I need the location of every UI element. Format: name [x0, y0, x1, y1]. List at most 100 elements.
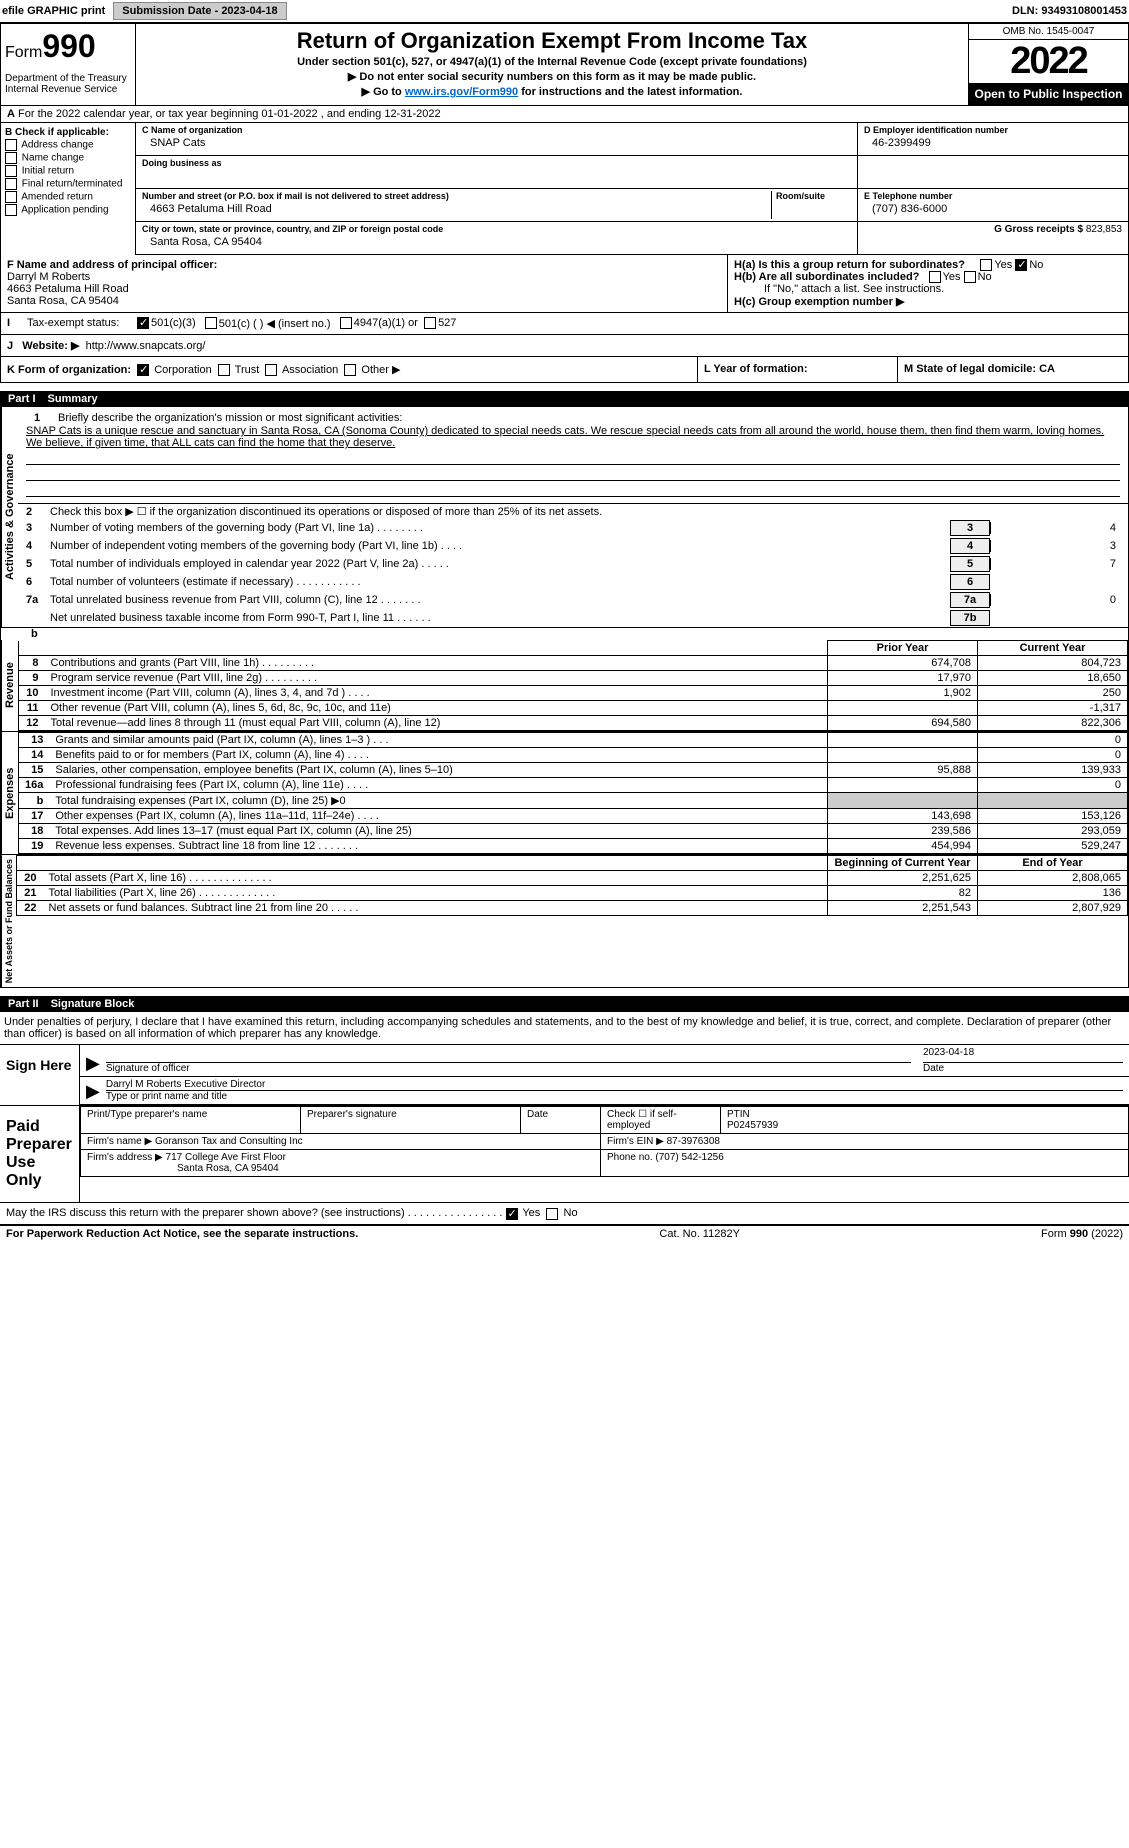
- app-pending-checkbox[interactable]: [5, 204, 17, 216]
- firm-name: Goranson Tax and Consulting Inc: [155, 1136, 303, 1147]
- sign-here-block: Sign Here ▶ Signature of officer 2023-04…: [0, 1045, 1129, 1106]
- dln-label: DLN: 93493108001453: [1012, 5, 1127, 17]
- tax-year: 2022: [969, 40, 1128, 83]
- table-row: 20Total assets (Part X, line 16) . . . .…: [17, 871, 1128, 886]
- arrow-icon: ▶: [86, 1081, 100, 1102]
- side-expenses: Expenses: [1, 732, 18, 854]
- mission-text: SNAP Cats is a unique rescue and sanctua…: [26, 425, 1120, 449]
- table-row: 22Net assets or fund balances. Subtract …: [17, 901, 1128, 916]
- table-row: 15Salaries, other compensation, employee…: [19, 763, 1128, 778]
- final-return-checkbox[interactable]: [5, 178, 17, 190]
- discuss-yes-checkbox[interactable]: [506, 1208, 518, 1220]
- row-j: J Website: ▶ http://www.snapcats.org/: [0, 335, 1129, 357]
- officer-name: Darryl M Roberts: [7, 271, 721, 283]
- form-header: Form990 Department of the Treasury Inter…: [0, 23, 1129, 106]
- ein-value: 46-2399499: [864, 135, 1122, 153]
- 527-checkbox[interactable]: [424, 317, 436, 329]
- top-bar: efile GRAPHIC print Submission Date - 20…: [0, 0, 1129, 23]
- row-a: A For the 2022 calendar year, or tax yea…: [0, 106, 1129, 123]
- sig-date: 2023-04-18: [923, 1047, 1123, 1063]
- table-row: 21Total liabilities (Part X, line 26) . …: [17, 886, 1128, 901]
- table-row: bTotal fundraising expenses (Part IX, co…: [19, 793, 1128, 809]
- table-row: 10Investment income (Part VIII, column (…: [19, 686, 1128, 701]
- discuss-row: May the IRS discuss this return with the…: [0, 1203, 1129, 1224]
- header-right: OMB No. 1545-0047 2022 Open to Public In…: [968, 24, 1128, 105]
- phone-value: (707) 836-6000: [864, 201, 1122, 219]
- 501c3-checkbox[interactable]: [137, 317, 149, 329]
- initial-return-checkbox[interactable]: [5, 165, 17, 177]
- ptin-value: P02457939: [727, 1120, 1122, 1131]
- info-block: B Check if applicable: Address change Na…: [0, 123, 1129, 255]
- irs-link[interactable]: www.irs.gov/Form990: [405, 86, 518, 98]
- gov-row: 4Number of independent voting members of…: [18, 537, 1128, 555]
- form-number: 990: [42, 28, 95, 64]
- header-left: Form990 Department of the Treasury Inter…: [1, 24, 136, 105]
- assoc-checkbox[interactable]: [265, 364, 277, 376]
- form-word: Form: [5, 44, 42, 61]
- amended-return-checkbox[interactable]: [5, 191, 17, 203]
- side-netassets: Net Assets or Fund Balances: [1, 855, 16, 987]
- org-name: SNAP Cats: [142, 135, 851, 153]
- table-row: 8Contributions and grants (Part VIII, li…: [19, 656, 1128, 671]
- table-row: 12Total revenue—add lines 8 through 11 (…: [19, 716, 1128, 731]
- gov-row: 6Total number of volunteers (estimate if…: [18, 573, 1128, 591]
- ha-yes-checkbox[interactable]: [980, 259, 992, 271]
- table-row: 17Other expenses (Part IX, column (A), l…: [19, 809, 1128, 824]
- open-to-public: Open to Public Inspection: [969, 83, 1128, 105]
- form-subtitle: Under section 501(c), 527, or 4947(a)(1)…: [144, 56, 960, 68]
- col-b-checkboxes: B Check if applicable: Address change Na…: [1, 123, 136, 255]
- part1-revenue: Revenue Prior YearCurrent Year 8Contribu…: [0, 640, 1129, 732]
- table-row: 13Grants and similar amounts paid (Part …: [19, 733, 1128, 748]
- part1-expenses: Expenses 13Grants and similar amounts pa…: [0, 732, 1129, 855]
- side-activities: Activities & Governance: [1, 407, 18, 627]
- table-row: 9Program service revenue (Part VIII, lin…: [19, 671, 1128, 686]
- form-note-1: ▶ Do not enter social security numbers o…: [144, 70, 960, 83]
- col-cd: C Name of organization SNAP Cats D Emplo…: [136, 123, 1128, 255]
- hb-yes-checkbox[interactable]: [929, 271, 941, 283]
- dept-label: Department of the Treasury Internal Reve…: [5, 65, 131, 95]
- addr-change-checkbox[interactable]: [5, 139, 17, 151]
- ha-no-checkbox[interactable]: [1015, 259, 1027, 271]
- row-klm: K Form of organization: Corporation Trus…: [0, 357, 1129, 383]
- part-2-header: Part II Signature Block: [0, 996, 1129, 1012]
- discuss-no-checkbox[interactable]: [546, 1208, 558, 1220]
- omb-number: OMB No. 1545-0047: [969, 24, 1128, 40]
- gross-receipts: 823,853: [1086, 224, 1122, 235]
- arrow-icon: ▶: [86, 1053, 100, 1074]
- gov-row: Net unrelated business taxable income fr…: [18, 609, 1128, 627]
- 501c-checkbox[interactable]: [205, 317, 217, 329]
- street-address: 4663 Petaluma Hill Road: [142, 201, 771, 219]
- hb-no-checkbox[interactable]: [964, 271, 976, 283]
- header-center: Return of Organization Exempt From Incom…: [136, 24, 968, 105]
- 4947-checkbox[interactable]: [340, 317, 352, 329]
- footer: For Paperwork Reduction Act Notice, see …: [0, 1225, 1129, 1242]
- table-row: 16aProfessional fundraising fees (Part I…: [19, 778, 1128, 793]
- paid-preparer-block: Paid Preparer Use Only Print/Type prepar…: [0, 1106, 1129, 1203]
- form-note-2: ▶ Go to www.irs.gov/Form990 for instruct…: [144, 85, 960, 98]
- form-title: Return of Organization Exempt From Incom…: [144, 28, 960, 54]
- table-row: 18Total expenses. Add lines 13–17 (must …: [19, 824, 1128, 839]
- efile-label: efile GRAPHIC print: [2, 5, 105, 17]
- table-row: 19Revenue less expenses. Subtract line 1…: [19, 839, 1128, 854]
- submission-date-button[interactable]: Submission Date - 2023-04-18: [113, 2, 286, 20]
- corp-checkbox[interactable]: [137, 364, 149, 376]
- firm-phone: (707) 542-1256: [655, 1152, 723, 1163]
- gov-row: 5Total number of individuals employed in…: [18, 555, 1128, 573]
- gov-row: 3Number of voting members of the governi…: [18, 519, 1128, 537]
- gov-row: 7aTotal unrelated business revenue from …: [18, 591, 1128, 609]
- table-row: 11Other revenue (Part VIII, column (A), …: [19, 701, 1128, 716]
- table-row: 14Benefits paid to or for members (Part …: [19, 748, 1128, 763]
- row-fh: F Name and address of principal officer:…: [0, 255, 1129, 313]
- officer-name-title: Darryl M Roberts Executive Director: [106, 1079, 1123, 1091]
- trust-checkbox[interactable]: [218, 364, 230, 376]
- city-value: Santa Rosa, CA 95404: [142, 234, 851, 252]
- part-1-header: Part I Summary: [0, 391, 1129, 407]
- other-checkbox[interactable]: [344, 364, 356, 376]
- firm-ein: 87-3976308: [667, 1136, 720, 1147]
- name-change-checkbox[interactable]: [5, 152, 17, 164]
- side-revenue: Revenue: [1, 640, 18, 731]
- website-url: http://www.snapcats.org/: [86, 340, 206, 352]
- part1-netassets: Net Assets or Fund Balances Beginning of…: [0, 855, 1129, 988]
- signature-intro: Under penalties of perjury, I declare th…: [0, 1012, 1129, 1045]
- row-i: I Tax-exempt status: 501(c)(3) 501(c) ( …: [0, 313, 1129, 335]
